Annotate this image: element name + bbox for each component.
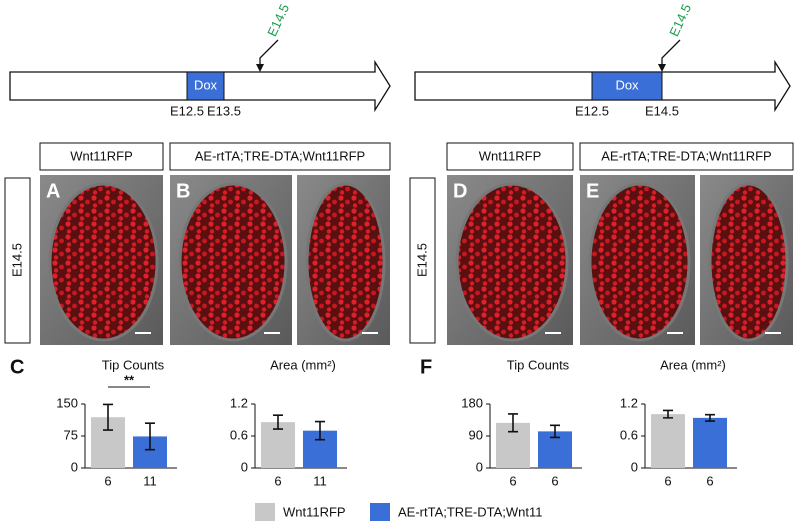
y-tick-label: 0.6 — [230, 427, 248, 442]
error-bar — [705, 413, 715, 422]
y-tick-label: 150 — [56, 395, 78, 410]
y-tick-label: 75 — [64, 427, 78, 442]
start-label: E12.5 — [170, 103, 204, 118]
y-tick-label: 0.6 — [620, 427, 638, 442]
x-tick-label: 11 — [143, 473, 157, 488]
error-bar — [145, 422, 155, 451]
chart-title: Tip Counts — [507, 357, 570, 372]
y-tick-label: 0 — [476, 459, 483, 474]
x-tick-label: 6 — [706, 473, 713, 488]
group-label: Wnt11RFP — [70, 148, 133, 163]
group-box — [39, 142, 164, 171]
stage-label: E14.5 — [9, 243, 24, 277]
panel-letter: E — [586, 180, 599, 202]
bar — [693, 417, 727, 468]
y-tick-label: 1.2 — [620, 395, 638, 410]
start-label: E12.5 — [575, 103, 609, 118]
y-tick-label: 0 — [241, 459, 248, 474]
group-box — [446, 142, 574, 171]
group-label: AE-rtTA;TRE-DTA;Wnt11RFP — [195, 148, 365, 163]
chart-title: Area (mm²) — [270, 357, 336, 372]
x-tick-label: 6 — [664, 473, 671, 488]
x-tick-label: 6 — [509, 473, 516, 488]
end-label: E13.5 — [207, 103, 241, 118]
stage-label: E14.5 — [414, 243, 429, 277]
group-label: Wnt11RFP — [479, 148, 542, 163]
error-bar — [103, 403, 113, 431]
bar — [651, 414, 685, 468]
y-tick-label: 0 — [71, 459, 78, 474]
legend-label: AE-rtTA;TRE-DTA;Wnt11 — [398, 504, 542, 519]
chart-title: Tip Counts — [102, 357, 165, 372]
error-bar — [550, 424, 560, 439]
kidney — [708, 182, 789, 342]
stage-box — [409, 177, 436, 344]
kidney — [455, 182, 569, 342]
panel-letter: A — [46, 180, 60, 202]
group-box — [579, 142, 794, 171]
dox-box — [186, 71, 225, 101]
panel-letter: B — [176, 180, 190, 202]
legend-swatch — [255, 503, 275, 521]
kidney — [305, 182, 386, 342]
harvest-arrowhead — [658, 64, 666, 72]
stage-box — [4, 177, 31, 344]
x-tick-label: 6 — [551, 473, 558, 488]
kidney — [48, 182, 159, 342]
dox-box — [591, 71, 663, 101]
x-tick-label: 11 — [313, 473, 327, 488]
error-bar — [273, 414, 283, 430]
harvest-label: E14.5 — [264, 2, 292, 39]
y-tick-label: 90 — [469, 427, 483, 442]
harvest-arrow — [259, 39, 279, 68]
group-label: AE-rtTA;TRE-DTA;Wnt11RFP — [601, 148, 771, 163]
x-tick-label: 6 — [104, 473, 111, 488]
end-label: E14.5 — [645, 103, 679, 118]
harvest-arrowhead — [256, 64, 264, 72]
kidney — [178, 182, 288, 342]
error-bar — [663, 409, 673, 419]
y-tick-label: 1.2 — [230, 395, 248, 410]
kidney — [588, 182, 691, 342]
harvest-arrow — [661, 39, 681, 68]
y-tick-label: 0 — [631, 459, 638, 474]
group-box — [169, 142, 391, 171]
dox-label: Dox — [615, 77, 639, 92]
chart-title: Area (mm²) — [660, 357, 726, 372]
legend-swatch — [370, 503, 390, 521]
error-bar — [315, 420, 325, 441]
y-tick-label: 180 — [461, 395, 483, 410]
significance-label: ** — [124, 372, 135, 387]
legend-label: Wnt11RFP — [283, 504, 346, 519]
panel-letter: D — [453, 180, 467, 202]
panel-letter: C — [10, 356, 24, 378]
panel-letter: F — [420, 356, 432, 378]
error-bar — [508, 413, 518, 433]
harvest-label: E14.5 — [666, 2, 694, 39]
x-tick-label: 6 — [274, 473, 281, 488]
dox-label: Dox — [194, 77, 218, 92]
